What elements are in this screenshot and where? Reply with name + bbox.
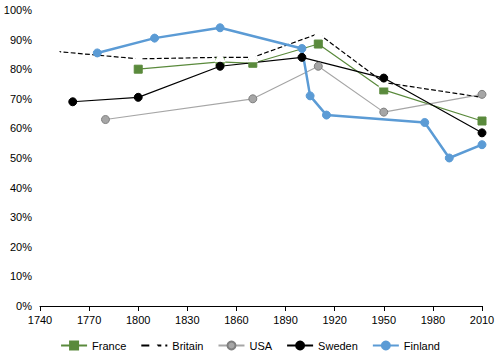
svg-text:France: France	[92, 340, 126, 352]
svg-text:10%: 10%	[10, 270, 32, 282]
svg-text:1860: 1860	[224, 314, 248, 326]
svg-text:30%: 30%	[10, 211, 32, 223]
svg-text:2010: 2010	[470, 314, 494, 326]
svg-text:0%: 0%	[16, 300, 32, 312]
svg-text:90%: 90%	[10, 34, 32, 46]
svg-text:70%: 70%	[10, 93, 32, 105]
svg-text:1740: 1740	[28, 314, 52, 326]
svg-text:1980: 1980	[421, 314, 445, 326]
svg-text:50%: 50%	[10, 152, 32, 164]
svg-text:1830: 1830	[175, 314, 199, 326]
svg-text:100%: 100%	[4, 4, 32, 16]
svg-text:USA: USA	[249, 340, 272, 352]
svg-text:1890: 1890	[273, 314, 297, 326]
svg-text:80%: 80%	[10, 63, 32, 75]
svg-text:Britain: Britain	[172, 340, 203, 352]
svg-text:Finland: Finland	[404, 340, 440, 352]
svg-text:1950: 1950	[372, 314, 396, 326]
svg-text:1770: 1770	[77, 314, 101, 326]
svg-text:1920: 1920	[322, 314, 346, 326]
svg-text:20%: 20%	[10, 241, 32, 253]
svg-text:40%: 40%	[10, 182, 32, 194]
svg-text:1800: 1800	[126, 314, 150, 326]
svg-text:60%: 60%	[10, 122, 32, 134]
svg-text:Sweden: Sweden	[318, 340, 358, 352]
